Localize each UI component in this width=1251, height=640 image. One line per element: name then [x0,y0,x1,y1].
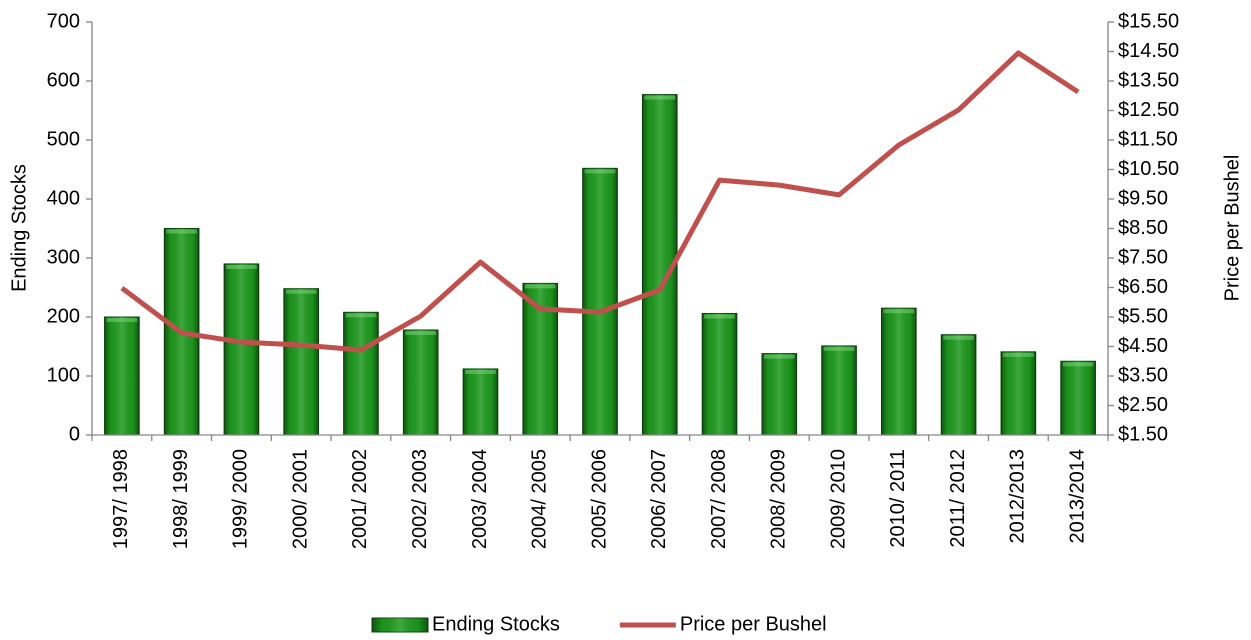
x-tick-label: 2001/ 2002 [349,449,371,549]
bar-cap [823,346,855,351]
y2-tick-label: $14.50 [1118,40,1179,62]
x-tick-label: 1999/ 2000 [230,449,252,549]
y2-tick-label: $5.50 [1118,305,1168,327]
x-tick-label: 2011/ 2012 [947,449,969,548]
bar-cap [763,354,795,359]
x-tick-label: 2012/2013 [1007,449,1029,544]
bar-cap [524,284,556,289]
bar-shade [1060,361,1096,435]
y-tick-label: 0 [69,423,80,445]
bar-cap [166,229,197,234]
y2-tick-label: $13.50 [1118,69,1179,91]
bar-cap [584,169,616,174]
bar-cap [943,335,974,340]
x-tick-label: 2007/ 2008 [708,449,730,549]
x-tick-label: 2002/ 2003 [409,449,431,549]
bar-shade [941,334,976,435]
bar-cap [285,289,317,294]
y2-tick-label: $10.50 [1118,158,1179,180]
y-tick-label: 700 [47,10,80,32]
x-tick-label: 2013/2014 [1066,449,1088,544]
y-tick-label: 300 [47,246,80,268]
bar-shade [343,312,379,435]
y-axis-label: Ending Stocks [8,164,30,292]
bar-shade [1001,351,1036,435]
bar-cap [1003,352,1034,357]
y2-tick-label: $12.50 [1118,99,1179,121]
bar-shade [582,168,618,435]
y2-tick-label: $4.50 [1118,335,1168,357]
y2-tick-label: $8.50 [1118,217,1168,239]
x-tick-label: 2008/ 2009 [768,449,790,549]
x-tick-label: 2000/ 2001 [289,449,311,549]
legend-swatch-shade [372,618,428,632]
y-tick-label: 600 [47,69,80,91]
bar-cap [704,314,735,319]
y2-tick-label: $2.50 [1118,394,1168,416]
y2-tick-label: $6.50 [1118,276,1168,298]
legend-label: Price per Bushel [680,613,827,635]
bar-shade [821,345,857,435]
bar-cap [345,313,377,318]
x-tick-label: 2009/ 2010 [827,449,849,549]
y-tick-label: 100 [47,364,80,386]
x-tick-label: 2010/ 2011 [887,449,909,548]
bar-cap [644,95,676,100]
y-tick-label: 200 [47,305,80,327]
bar-cap [1062,362,1094,367]
y2-tick-label: $7.50 [1118,246,1168,268]
x-tick-label: 2005/ 2006 [588,449,610,549]
x-tick-label: 1997/ 1998 [110,449,132,549]
bar-cap [465,369,496,374]
y2-tick-label: $11.50 [1118,128,1178,150]
y2-tick-label: $1.50 [1118,423,1168,445]
bar-shade [283,288,319,435]
bar-shade [881,308,917,435]
bar-shade [403,329,439,435]
price-line [120,50,1080,353]
x-tick-label: 2003/ 2004 [469,449,491,549]
y2-tick-label: $3.50 [1118,364,1168,386]
y2-tick-label: $9.50 [1118,187,1168,209]
bar-cap [226,264,257,269]
y2-tick-label: $15.50 [1118,10,1179,32]
bar-cap [405,330,437,335]
bar-shade [702,313,737,435]
y-tick-label: 400 [47,187,80,209]
bar-cap [883,309,915,314]
x-tick-label: 2004/ 2005 [529,449,551,549]
bar-shade [463,368,498,435]
legend-label: Ending Stocks [432,613,560,635]
y-tick-label: 500 [47,128,80,150]
x-tick-label: 1998/ 1999 [170,449,192,549]
x-tick-label: 2006/ 2007 [648,449,670,549]
bar-cap [106,318,138,322]
bar-shade [761,353,797,435]
y2-axis-label: Price per Bushel [1221,155,1243,302]
bar-shade [104,317,140,435]
bar-shade [224,263,259,435]
